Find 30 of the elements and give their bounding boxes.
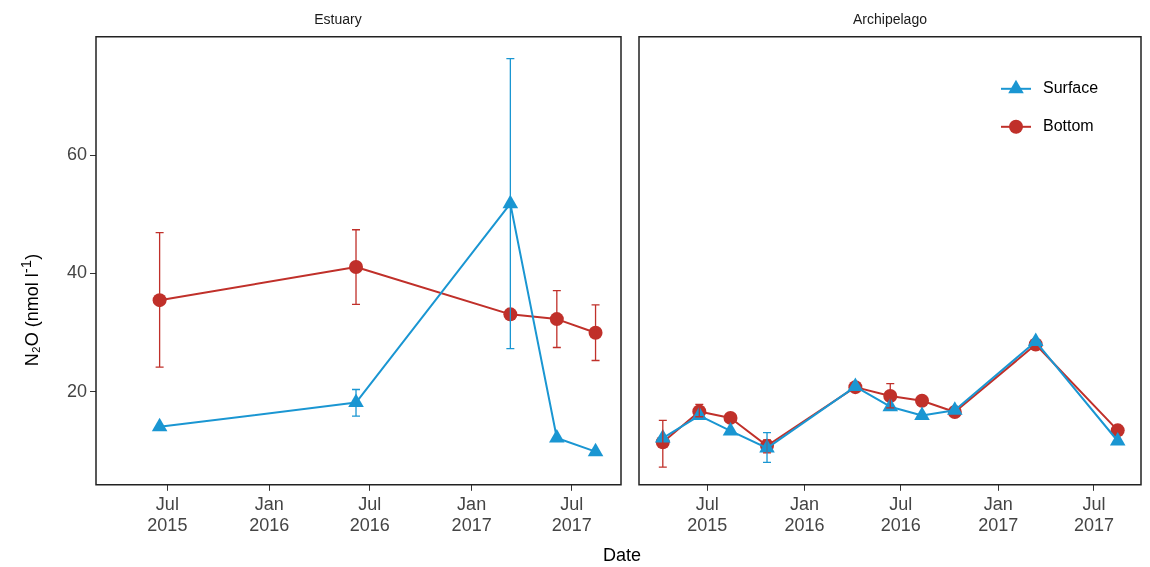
point	[151, 417, 168, 432]
point	[915, 393, 929, 408]
x-tick-label: Jul 2017	[1073, 493, 1114, 536]
point	[549, 429, 565, 443]
chart-title: Estuary	[314, 11, 362, 28]
point	[947, 401, 963, 415]
y-tick-label: 40	[66, 262, 87, 283]
legend-label: Bottom	[1043, 117, 1094, 135]
point	[914, 406, 930, 421]
point	[588, 325, 603, 340]
y-tick-label: 60	[66, 144, 87, 165]
x-tick-label: Jan 2016	[249, 493, 290, 536]
x-tick-label: Jul 2015	[687, 493, 728, 536]
chart-title: Archipelago	[853, 11, 928, 28]
x-tick-label: Jul 2016	[349, 493, 390, 536]
x-tick-label: Jan 2017	[978, 493, 1019, 536]
point	[587, 442, 604, 457]
point	[549, 312, 564, 327]
point	[1027, 332, 1044, 347]
point	[1109, 432, 1126, 446]
x-tick-label: Jul 2015	[147, 493, 188, 536]
legend-label: Surface	[1043, 79, 1099, 97]
point	[723, 410, 738, 425]
x-tick-label: Jul 2017	[551, 493, 592, 536]
y-tick-label: 20	[66, 380, 87, 401]
x-tick-label: Jul 2016	[880, 493, 921, 536]
x-tick-label: Jan 2017	[451, 493, 492, 536]
x-axis-title: Date	[602, 545, 642, 566]
point	[722, 421, 739, 436]
x-tick-label: Jan 2016	[784, 493, 825, 536]
